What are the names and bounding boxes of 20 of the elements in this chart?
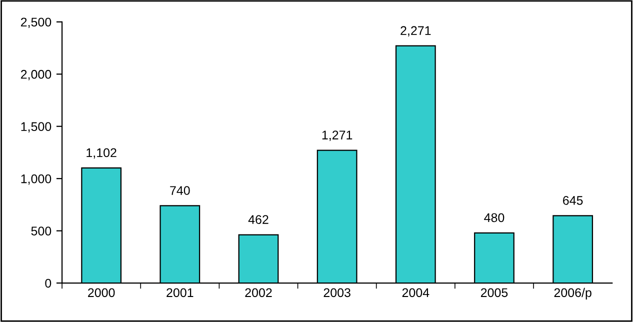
x-tick-label: 2006/p bbox=[554, 288, 592, 300]
x-tick-label: 2002 bbox=[245, 288, 272, 298]
y-tick-label: 1,500 bbox=[21, 122, 52, 132]
data-label: 462 bbox=[248, 215, 268, 224]
y-tick-label: 2,500 bbox=[20, 18, 52, 28]
x-tick-label: 2001 bbox=[166, 288, 194, 298]
x-tick-label: 2003 bbox=[324, 288, 350, 298]
y-tick-label: 0 bbox=[45, 278, 52, 288]
data-label: 1,102 bbox=[86, 148, 116, 159]
data-label: 740 bbox=[170, 186, 190, 195]
x-tick-label: 2005 bbox=[480, 288, 508, 298]
data-label: 2,271 bbox=[400, 26, 431, 36]
data-label: 645 bbox=[563, 196, 583, 205]
y-tick-label: 1,000 bbox=[21, 174, 52, 185]
x-tick-label: 2004 bbox=[402, 288, 430, 298]
y-tick-label: 2,000 bbox=[20, 70, 52, 80]
data-label: 480 bbox=[484, 213, 504, 222]
y-tick-label: 500 bbox=[31, 226, 52, 236]
x-tick-label: 2000 bbox=[88, 288, 115, 298]
data-label: 1,271 bbox=[322, 130, 352, 141]
